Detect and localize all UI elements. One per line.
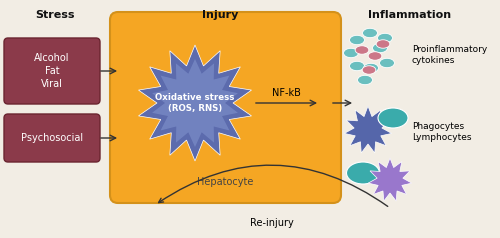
FancyBboxPatch shape bbox=[4, 114, 100, 162]
Ellipse shape bbox=[346, 162, 380, 184]
Ellipse shape bbox=[344, 48, 358, 58]
Ellipse shape bbox=[380, 58, 394, 68]
Ellipse shape bbox=[362, 66, 376, 74]
Ellipse shape bbox=[368, 52, 382, 60]
Ellipse shape bbox=[350, 35, 364, 45]
Polygon shape bbox=[344, 106, 392, 153]
Ellipse shape bbox=[372, 43, 388, 53]
Polygon shape bbox=[152, 59, 238, 147]
Text: Proinflammatory
cytokines: Proinflammatory cytokines bbox=[412, 45, 487, 65]
Text: Hepatocyte: Hepatocyte bbox=[198, 177, 254, 187]
Ellipse shape bbox=[378, 108, 408, 128]
Ellipse shape bbox=[364, 63, 378, 73]
Text: Alcohol
Fat
Viral: Alcohol Fat Viral bbox=[34, 53, 70, 89]
Ellipse shape bbox=[376, 40, 390, 48]
Ellipse shape bbox=[358, 75, 372, 85]
Text: NF-kB: NF-kB bbox=[272, 88, 301, 98]
Text: Oxidative stress
(ROS, RNS): Oxidative stress (ROS, RNS) bbox=[156, 93, 234, 113]
FancyArrowPatch shape bbox=[158, 165, 388, 206]
Polygon shape bbox=[138, 45, 252, 161]
Text: Phagocytes
Lymphocytes: Phagocytes Lymphocytes bbox=[412, 122, 472, 142]
Text: Re-injury: Re-injury bbox=[250, 218, 294, 228]
Ellipse shape bbox=[350, 61, 364, 71]
Ellipse shape bbox=[362, 28, 378, 38]
Text: Inflammation: Inflammation bbox=[368, 10, 452, 20]
Text: Injury: Injury bbox=[202, 10, 238, 20]
Ellipse shape bbox=[378, 33, 392, 43]
FancyBboxPatch shape bbox=[110, 12, 341, 203]
Polygon shape bbox=[368, 158, 412, 201]
FancyBboxPatch shape bbox=[4, 38, 100, 104]
Ellipse shape bbox=[355, 46, 369, 54]
Text: Stress: Stress bbox=[35, 10, 75, 20]
Text: Psychosocial: Psychosocial bbox=[21, 133, 83, 143]
